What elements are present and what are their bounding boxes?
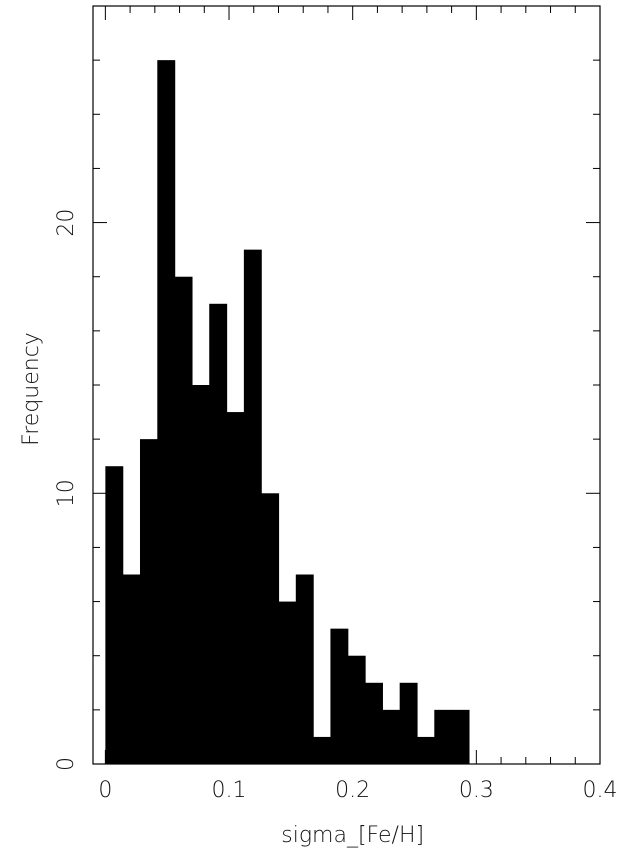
histogram-bar <box>399 682 418 764</box>
y-axis-label: Frequency <box>19 332 44 446</box>
histogram-bar <box>278 601 297 764</box>
histogram-bar <box>139 439 158 764</box>
histogram-bar <box>243 249 262 765</box>
x-tick-label: 0.1 <box>212 778 247 803</box>
histogram-bar <box>157 60 176 764</box>
histogram-bar <box>191 385 210 764</box>
x-tick-label: 0.2 <box>335 778 370 803</box>
x-tick-label: 0.3 <box>459 778 494 803</box>
x-tick-label: 0 <box>98 778 112 803</box>
plot-frame <box>92 5 601 765</box>
histogram-bar <box>365 682 383 764</box>
x-tick-label: 0.4 <box>583 778 618 803</box>
histogram-bar <box>416 736 435 764</box>
x-axis-label: sigma_[Fe/H] <box>281 823 424 848</box>
histogram-bar <box>347 655 366 764</box>
histogram-bar <box>209 303 228 764</box>
histogram-bar <box>105 466 124 764</box>
y-tick-label: 0 <box>54 757 79 771</box>
histogram-bar <box>122 574 141 764</box>
y-tick-label: 20 <box>54 209 79 237</box>
bars-group <box>105 60 470 765</box>
histogram-bar <box>295 574 314 764</box>
histogram-bar <box>174 276 193 764</box>
y-tick-label: 10 <box>54 479 79 507</box>
histogram-bar <box>451 709 470 764</box>
histogram-bar <box>261 493 280 764</box>
histogram-bar <box>226 412 245 764</box>
histogram-bar <box>434 709 453 764</box>
histogram-bar <box>382 709 401 764</box>
histogram-bar <box>330 628 349 764</box>
histogram-bar <box>313 736 332 764</box>
tick-labels-group: 0 0.1 0.2 0.3 0.4 0 10 20 <box>54 209 618 803</box>
ticks-group <box>93 5 601 765</box>
